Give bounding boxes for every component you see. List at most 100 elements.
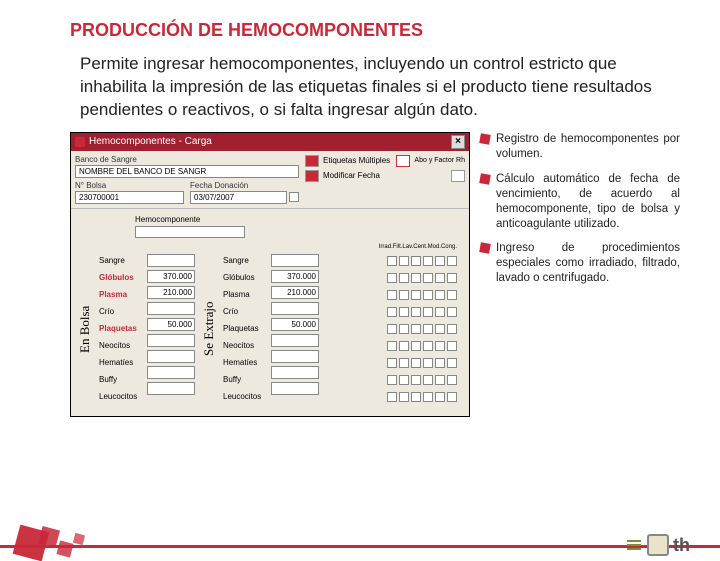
window-titlebar: Hemocomponentes - Carga × (71, 133, 469, 151)
checkbox[interactable] (423, 392, 433, 402)
value-input[interactable]: 50.000 (147, 318, 195, 331)
checkbox[interactable] (447, 375, 457, 385)
checkbox[interactable] (411, 324, 421, 334)
checkbox[interactable] (399, 307, 409, 317)
bank-input[interactable]: NOMBRE DEL BANCO DE SANGR (75, 165, 299, 178)
checkbox[interactable] (399, 375, 409, 385)
checkbox[interactable] (423, 273, 433, 283)
checkbox-row (387, 339, 457, 353)
checkbox[interactable] (435, 375, 445, 385)
checkbox[interactable] (423, 341, 433, 351)
checkbox[interactable] (447, 307, 457, 317)
value-input[interactable] (147, 334, 195, 347)
calendar-icon[interactable] (289, 192, 299, 202)
checkbox[interactable] (387, 375, 397, 385)
checkbox[interactable] (411, 375, 421, 385)
checkbox[interactable] (387, 358, 397, 368)
app-icon (75, 137, 85, 147)
checkbox[interactable] (447, 392, 457, 402)
checkbox[interactable] (411, 307, 421, 317)
checkbox[interactable] (411, 273, 421, 283)
value-input[interactable] (271, 302, 319, 315)
value-input[interactable] (147, 382, 195, 395)
value-input[interactable]: 210.000 (147, 286, 195, 299)
checkbox[interactable] (447, 358, 457, 368)
checkbox[interactable] (447, 273, 457, 283)
checkbox[interactable] (435, 307, 445, 317)
value-input[interactable] (271, 350, 319, 363)
fecha-input[interactable]: 03/07/2007 (190, 191, 287, 204)
checkbox[interactable] (447, 341, 457, 351)
checkbox[interactable] (411, 290, 421, 300)
row-label: Plaquetas (223, 322, 263, 336)
checkbox[interactable] (387, 290, 397, 300)
value-input[interactable] (271, 334, 319, 347)
value-input[interactable] (271, 382, 319, 395)
checkbox[interactable] (423, 290, 433, 300)
checkbox[interactable] (399, 392, 409, 402)
checkbox[interactable] (399, 341, 409, 351)
value-input[interactable]: 370.000 (271, 270, 319, 283)
checkbox[interactable] (423, 324, 433, 334)
checkbox[interactable] (399, 273, 409, 283)
value-input[interactable]: 210.000 (271, 286, 319, 299)
row-label: Crío (223, 305, 263, 319)
checkbox[interactable] (399, 290, 409, 300)
row-label: Neocitos (223, 339, 263, 353)
checkbox[interactable] (435, 392, 445, 402)
hemo-dropdown[interactable] (135, 226, 245, 238)
checkbox[interactable] (387, 324, 397, 334)
checkbox[interactable] (423, 375, 433, 385)
bullet-list: Registro de hemocomponentes por volumen.… (480, 132, 680, 417)
checkbox[interactable] (447, 324, 457, 334)
checkbox[interactable] (423, 256, 433, 266)
value-input[interactable] (271, 366, 319, 379)
checkbox[interactable] (435, 290, 445, 300)
checkbox-row (387, 356, 457, 370)
value-input[interactable]: 50.000 (271, 318, 319, 331)
value-input[interactable] (271, 254, 319, 267)
nbolsa-input[interactable]: 230700001 (75, 191, 184, 204)
checkbox[interactable] (399, 324, 409, 334)
value-input[interactable] (147, 350, 195, 363)
checkbox[interactable] (411, 256, 421, 266)
checkbox[interactable] (435, 341, 445, 351)
checkbox[interactable] (423, 358, 433, 368)
checkbox[interactable] (411, 392, 421, 402)
checkbox[interactable] (387, 273, 397, 283)
checkbox[interactable] (447, 290, 457, 300)
checkbox[interactable] (399, 256, 409, 266)
cube-icon (479, 133, 491, 145)
checkbox[interactable] (411, 341, 421, 351)
row-label: Buffy (99, 373, 139, 387)
checkbox[interactable] (423, 307, 433, 317)
checkbox[interactable] (387, 307, 397, 317)
row-label: Sangre (99, 254, 139, 268)
checkbox[interactable] (447, 256, 457, 266)
close-icon[interactable]: × (451, 135, 465, 149)
cube-icon (479, 243, 491, 255)
value-input[interactable] (147, 366, 195, 379)
row-label: Sangre (223, 254, 263, 268)
hemo-label: Hemocomponente (135, 215, 465, 224)
checkbox[interactable] (411, 358, 421, 368)
row-label: Plasma (99, 288, 139, 302)
checkbox[interactable] (435, 256, 445, 266)
value-input[interactable] (147, 254, 195, 267)
checkbox[interactable] (435, 358, 445, 368)
checkbox[interactable] (387, 256, 397, 266)
etiquetas-button[interactable]: Etiquetas Múltiples Abo y Factor Rh (305, 155, 465, 167)
checkbox[interactable] (387, 341, 397, 351)
value-input[interactable]: 370.000 (147, 270, 195, 283)
page-title: PRODUCCIÓN DE HEMOCOMPONENTES (70, 20, 720, 41)
row-label: Plaquetas (99, 322, 139, 336)
checkbox[interactable] (435, 324, 445, 334)
nbolsa-label: N° Bolsa (75, 181, 184, 190)
modificar-button[interactable]: Modificar Fecha (305, 170, 465, 182)
cube-icon (479, 173, 491, 185)
value-input[interactable] (147, 302, 195, 315)
checkbox[interactable] (387, 392, 397, 402)
checkbox[interactable] (435, 273, 445, 283)
checkbox[interactable] (399, 358, 409, 368)
se-extrajo-label: Se Extrajo (199, 252, 219, 406)
